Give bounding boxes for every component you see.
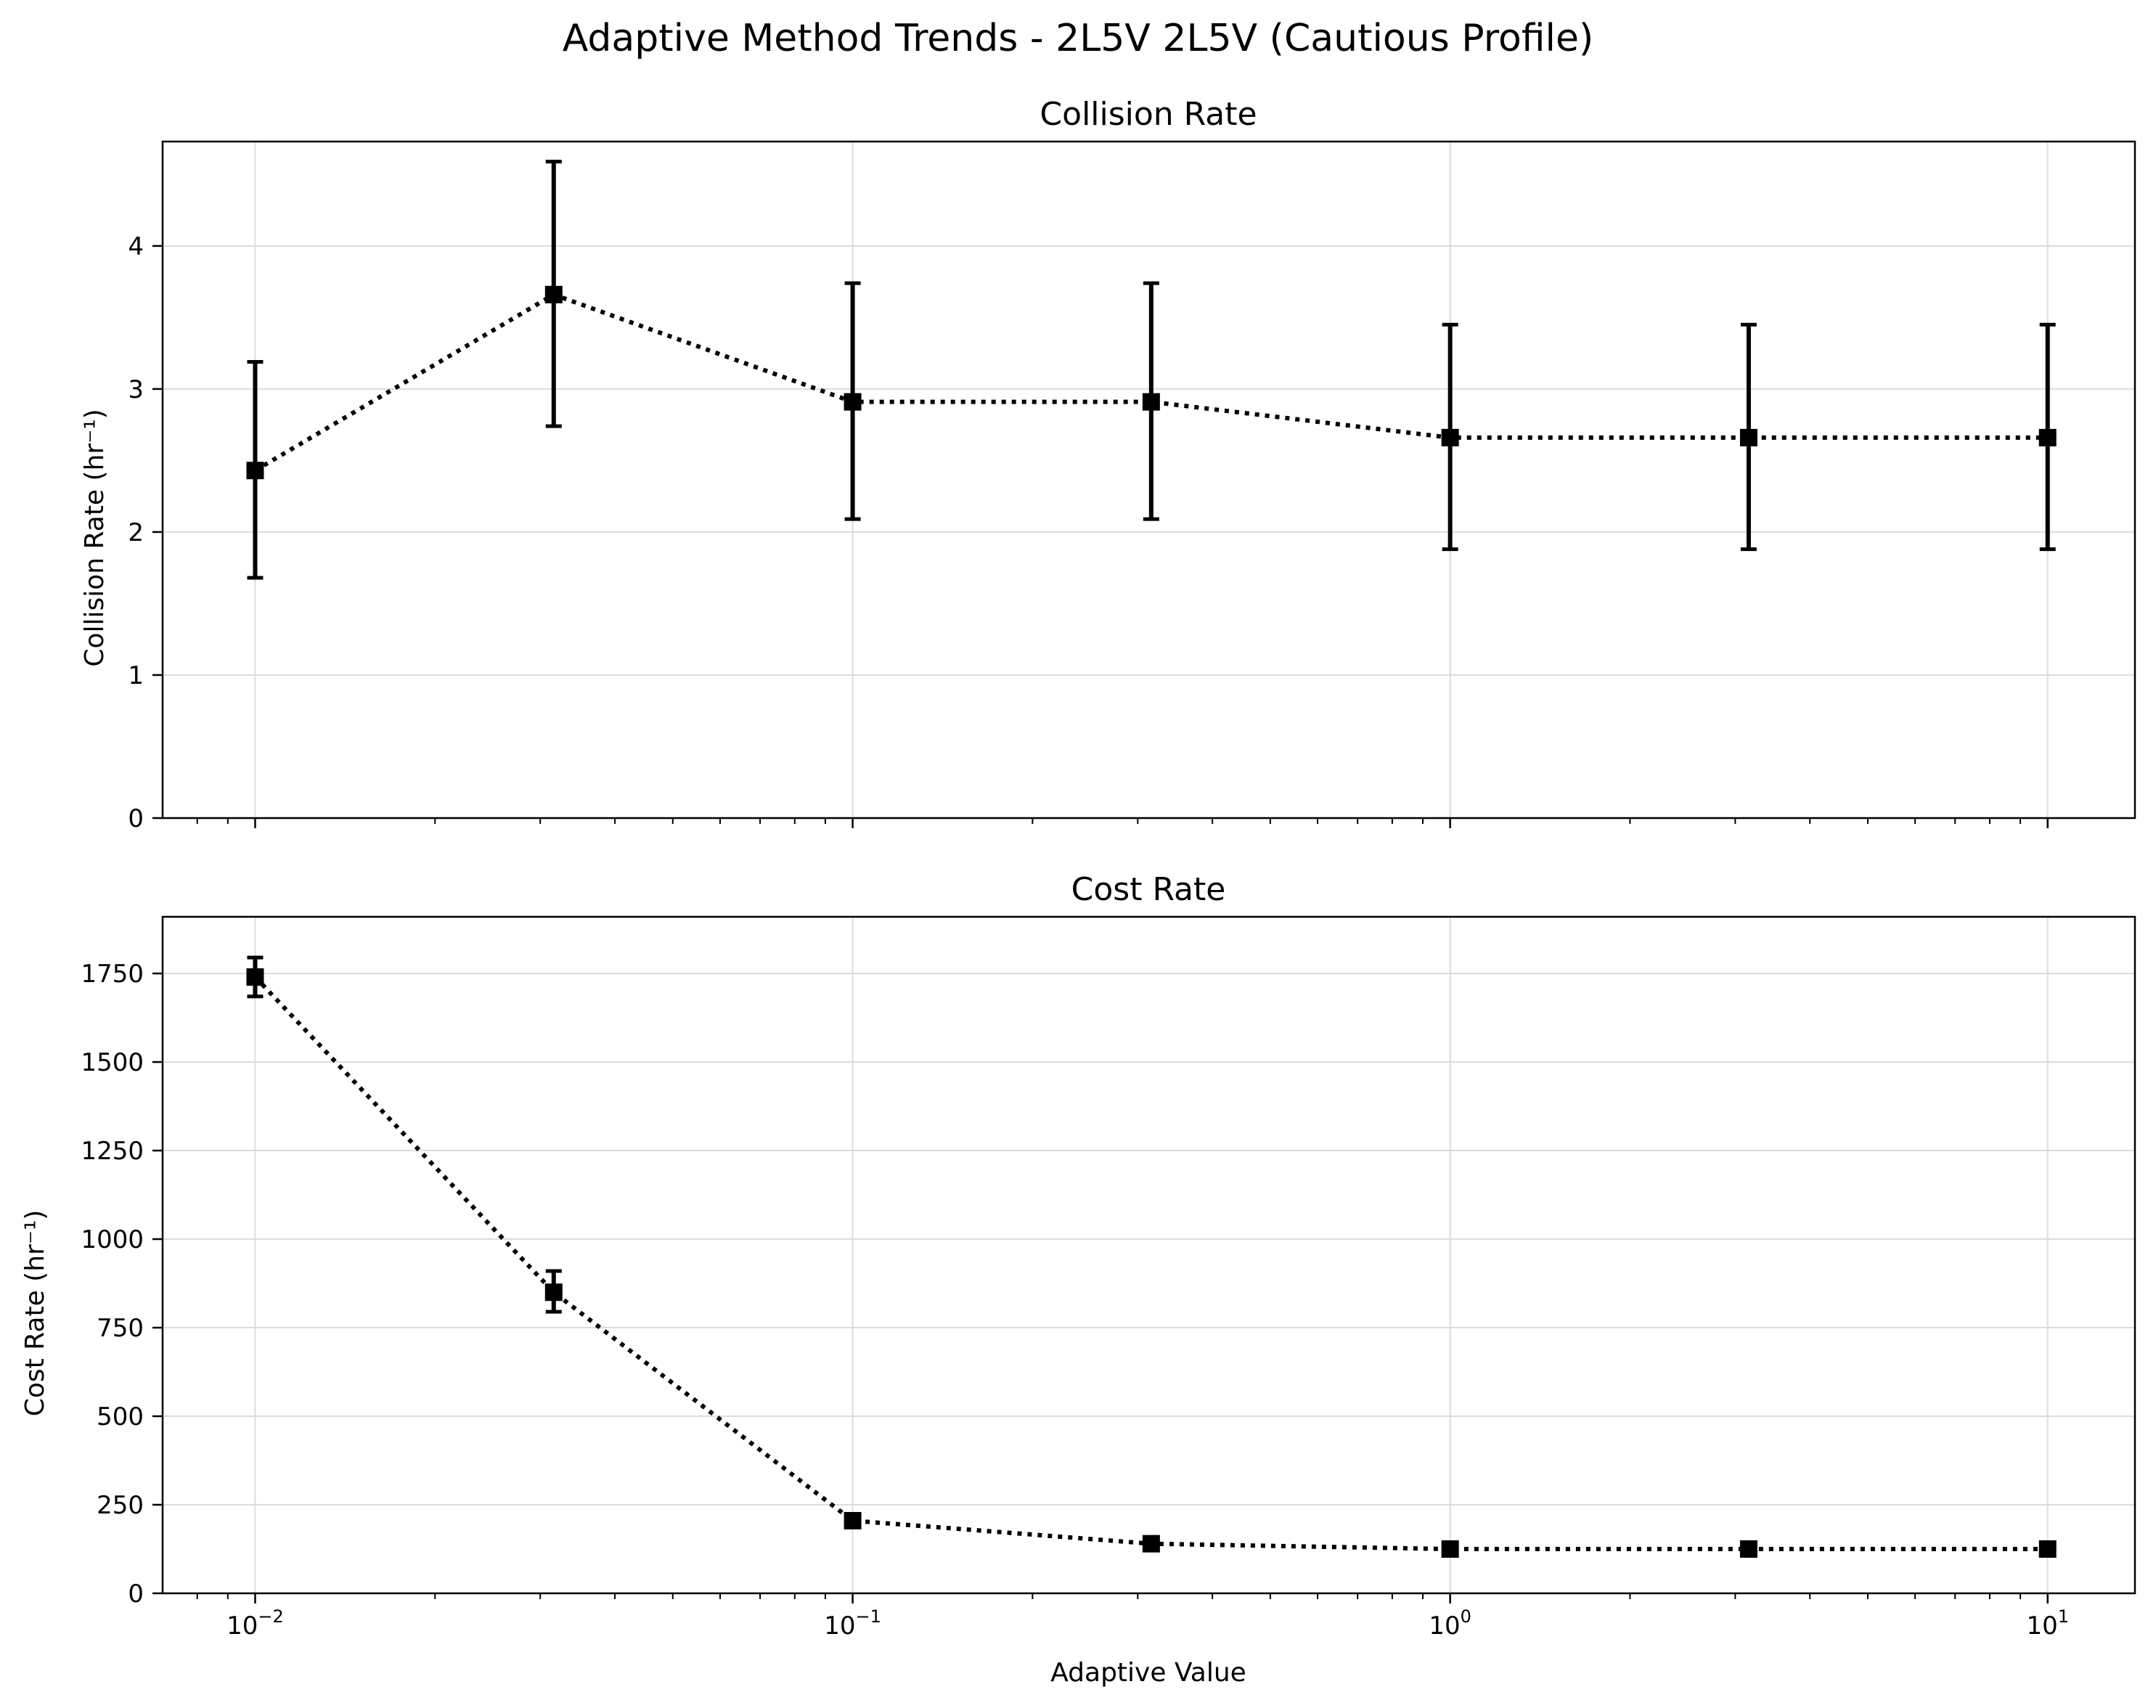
cost-rate-ticks: 0 250 500 750 1000 1250 1500 1750 10−2 10−1 100 101 bbox=[81, 960, 2069, 1640]
collision-rate-series bbox=[246, 160, 2057, 580]
collision-rate-data-point bbox=[2038, 428, 2057, 446]
cost-rate-x-tick-label: 101 bbox=[2026, 1606, 2069, 1640]
collision-rate-title: Collision Rate bbox=[1040, 96, 1257, 133]
collision-rate-data-point bbox=[246, 462, 264, 480]
collision-rate-y-tick-label: 3 bbox=[128, 375, 144, 404]
collision-rate-axes: Collision Rate Collision Rate (hr⁻¹) 0 1 2… bbox=[80, 96, 2136, 833]
cost-rate-series bbox=[246, 955, 2057, 1558]
collision-rate-frame bbox=[161, 140, 2136, 820]
cost-rate-y-tick-label: 1000 bbox=[81, 1225, 144, 1254]
cost-rate-x-tick-label: 100 bbox=[1429, 1606, 1471, 1640]
cost-rate-x-tick-label: 10−2 bbox=[226, 1606, 284, 1640]
cost-rate-y-tick-label: 1250 bbox=[81, 1137, 144, 1166]
cost-rate-axes: Cost Rate Cost Rate (hr⁻¹) Adaptive Valu… bbox=[20, 871, 2136, 1688]
collision-rate-y-tick-label: 4 bbox=[128, 232, 144, 261]
cost-rate-x-tick-label: 10−1 bbox=[824, 1606, 881, 1640]
collision-rate-data-point bbox=[844, 393, 862, 411]
collision-rate-data-point bbox=[544, 285, 563, 303]
collision-rate-ylabel: Collision Rate (hr⁻¹) bbox=[80, 409, 110, 666]
cost-rate-y-tick-label: 0 bbox=[128, 1580, 144, 1609]
collision-rate-ticks: 0 1 2 3 4 bbox=[128, 232, 2049, 833]
cost-rate-title: Cost Rate bbox=[1071, 871, 1226, 908]
cost-rate-y-tick-label: 1500 bbox=[81, 1048, 144, 1077]
cost-rate-data-point bbox=[246, 968, 264, 986]
collision-rate-data-point bbox=[1441, 428, 1459, 446]
collision-rate-y-tick-label: 0 bbox=[128, 804, 144, 833]
cost-rate-data-point bbox=[544, 1283, 563, 1302]
cost-rate-y-tick-label: 500 bbox=[97, 1402, 144, 1431]
cost-rate-data-point bbox=[1441, 1540, 1459, 1558]
cost-rate-y-tick-label: 750 bbox=[97, 1314, 144, 1343]
collision-rate-data-point bbox=[1142, 393, 1160, 411]
figure-suptitle: Adaptive Method Trends - 2L5V 2L5V (Caut… bbox=[563, 17, 1594, 60]
cost-rate-y-tick-label: 1750 bbox=[81, 960, 144, 989]
collision-rate-data-point bbox=[1739, 428, 1757, 446]
cost-rate-frame bbox=[161, 915, 2136, 1595]
cost-rate-ylabel: Cost Rate (hr⁻¹) bbox=[20, 1210, 50, 1417]
cost-rate-data-point bbox=[2038, 1540, 2057, 1558]
collision-rate-y-tick-label: 2 bbox=[128, 518, 144, 547]
collision-rate-y-tick-label: 1 bbox=[128, 661, 144, 690]
cost-rate-data-point bbox=[1142, 1535, 1160, 1553]
cost-rate-y-tick-label: 250 bbox=[97, 1491, 144, 1520]
cost-rate-data-point bbox=[1739, 1540, 1757, 1558]
cost-rate-data-point bbox=[844, 1511, 862, 1529]
cost-rate-xlabel: Adaptive Value bbox=[1050, 1658, 1246, 1688]
